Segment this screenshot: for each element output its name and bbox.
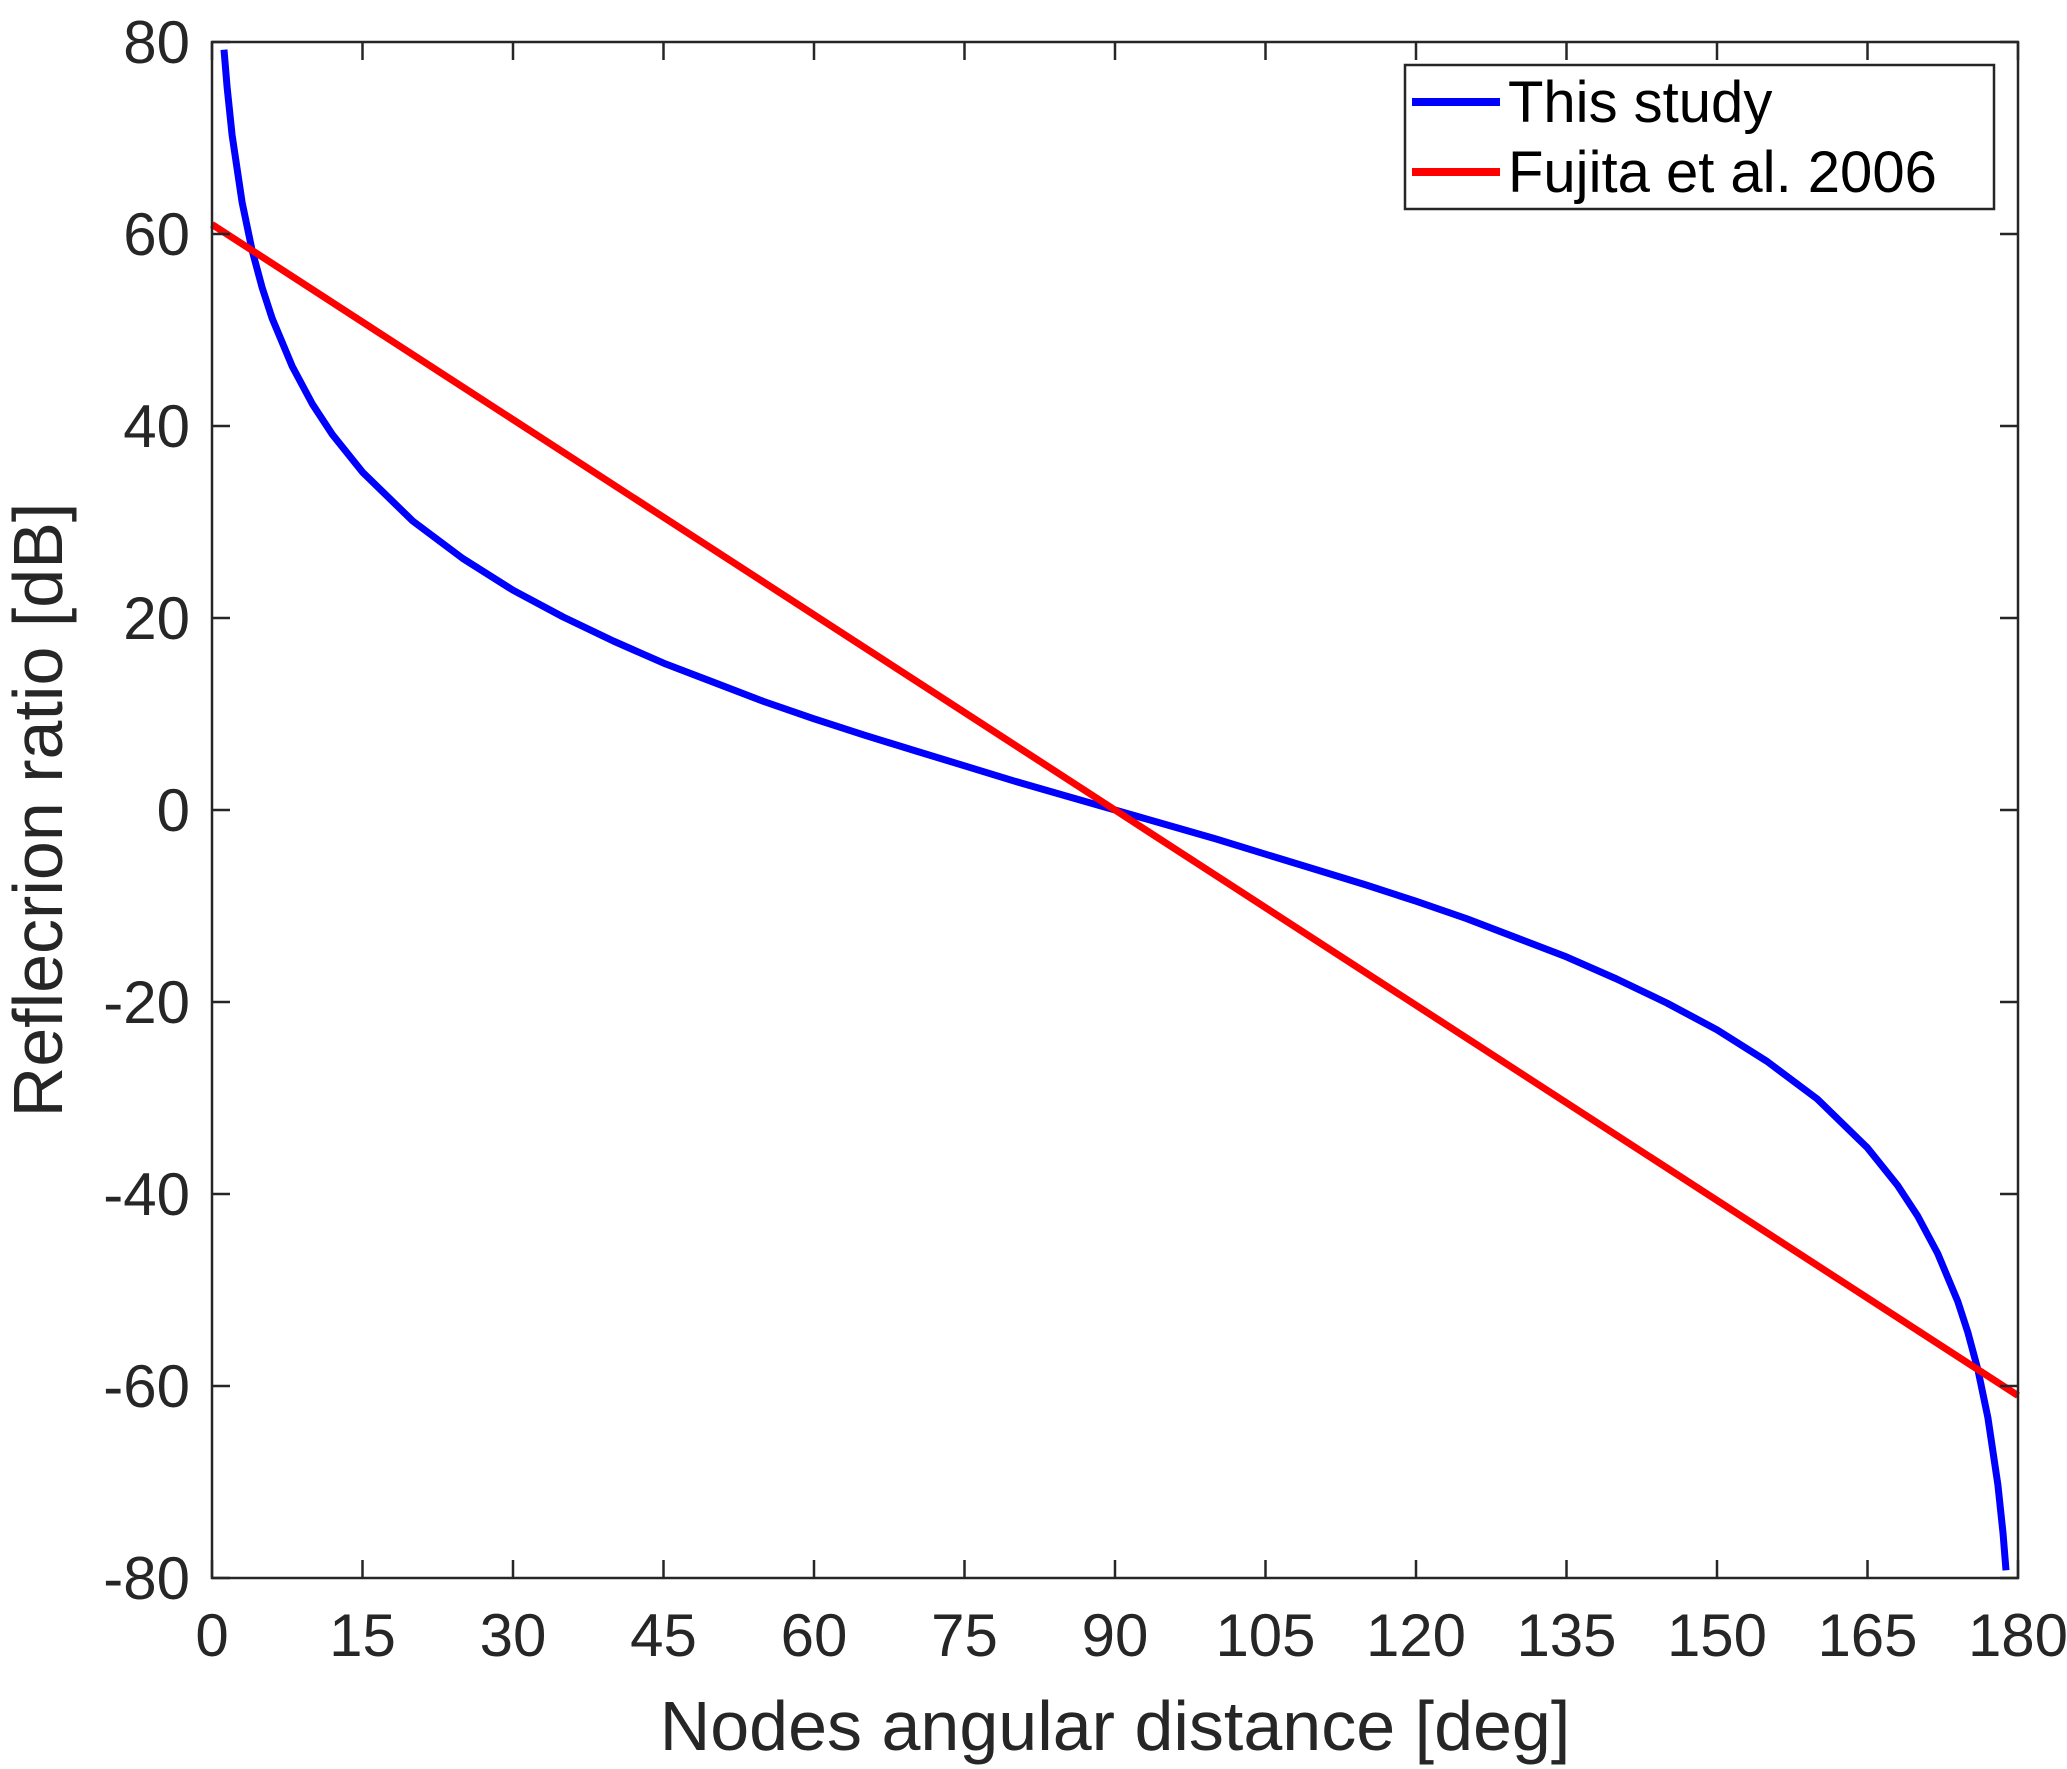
y-tick-label: -40 — [103, 1161, 190, 1228]
x-tick-label: 135 — [1516, 1602, 1616, 1669]
ticks-layer: 0 15 30 45 60 75 90 105 120 135 150 165 180 -80 -60 -40… — [103, 9, 2067, 1669]
y-tick-label: -20 — [103, 969, 190, 1036]
y-tick-label: 60 — [123, 201, 190, 268]
y-tick-label: -60 — [103, 1353, 190, 1420]
x-tick-label: 150 — [1667, 1602, 1767, 1669]
x-tick-label: 30 — [480, 1602, 547, 1669]
x-tick-label: 165 — [1817, 1602, 1917, 1669]
x-axis-label: Nodes angular distance [deg] — [660, 1687, 1571, 1765]
x-tick-label: 75 — [931, 1602, 998, 1669]
x-tick-label: 180 — [1968, 1602, 2067, 1669]
legend-label-this-study: This study — [1508, 70, 1772, 135]
legend: This study Fujita et al. 2006 — [1403, 63, 1996, 211]
legend-box — [1403, 63, 1996, 211]
x-tick-label: 15 — [329, 1602, 396, 1669]
y-tick-label: 20 — [123, 585, 190, 652]
x-tick-label: 45 — [630, 1602, 697, 1669]
series-layer — [210, 49, 2020, 1571]
x-tick-label: 90 — [1082, 1602, 1149, 1669]
x-tick-label: 0 — [195, 1602, 228, 1669]
y-tick-label: 40 — [123, 393, 190, 460]
series-line-1 — [210, 221, 2020, 1399]
x-tick-label: 60 — [781, 1602, 848, 1669]
y-tick-label: -80 — [103, 1545, 190, 1612]
y-axis-label: Reflecrion ratio [dB] — [0, 503, 77, 1118]
y-tick-label: 80 — [123, 9, 190, 76]
legend-label-fujita: Fujita et al. 2006 — [1508, 140, 1937, 205]
y-tick-label: 0 — [157, 777, 190, 844]
x-tick-label: 105 — [1215, 1602, 1315, 1669]
x-tick-label: 120 — [1366, 1602, 1466, 1669]
